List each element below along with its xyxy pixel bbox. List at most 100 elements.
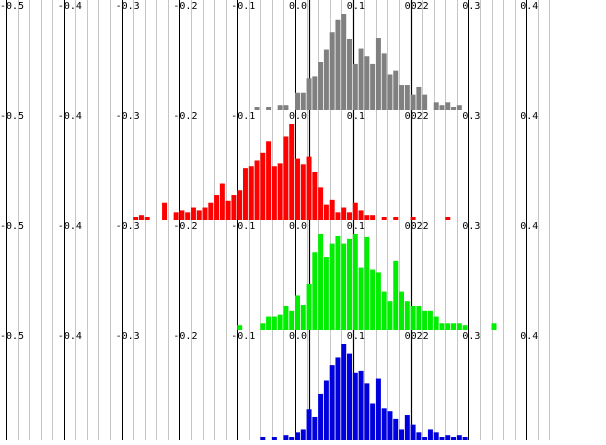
bar: [185, 212, 191, 220]
bar: [404, 415, 410, 440]
bar: [329, 365, 335, 440]
bar: [456, 105, 462, 110]
bar: [214, 195, 220, 220]
tick-label: -0.3: [116, 1, 140, 12]
tick-label: -0.1: [231, 1, 255, 12]
bar: [271, 166, 277, 220]
bar: [341, 207, 347, 220]
tick-label: -0.4: [58, 1, 82, 12]
bar: [260, 437, 266, 440]
bar: [254, 160, 260, 220]
bar: [364, 383, 370, 440]
tick-label: 0022: [405, 221, 429, 232]
bar: [399, 429, 405, 440]
tick-label: -0.5: [0, 111, 24, 122]
bar: [381, 217, 387, 220]
bar: [266, 107, 272, 110]
bar: [306, 78, 312, 110]
bar: [404, 301, 410, 330]
bar: [399, 291, 405, 330]
bar: [416, 432, 422, 440]
bar: [318, 187, 324, 220]
bar: [410, 424, 416, 440]
bar: [202, 207, 208, 220]
tick-label: 0.1: [347, 1, 365, 12]
bar: [341, 344, 347, 440]
bar: [422, 94, 428, 110]
bar: [242, 168, 248, 220]
bar: [410, 306, 416, 330]
bar: [375, 378, 381, 440]
bar: [352, 63, 358, 110]
tick-label: 0.0: [289, 331, 307, 342]
bar: [237, 325, 243, 330]
bar: [451, 107, 457, 110]
bar: [190, 207, 196, 220]
bar: [260, 323, 266, 330]
bar: [445, 217, 451, 220]
bar: [381, 408, 387, 440]
tick-label: 0022: [405, 111, 429, 122]
bar: [300, 92, 306, 110]
bar: [422, 437, 428, 440]
tick-label: 0.3: [462, 331, 480, 342]
bar: [323, 380, 329, 440]
bar: [375, 272, 381, 330]
bar: [306, 283, 312, 330]
bar: [381, 291, 387, 330]
bar: [393, 70, 399, 110]
bar: [289, 124, 295, 220]
bar: [300, 429, 306, 440]
bar: [462, 437, 468, 440]
bar: [133, 217, 139, 220]
tick-label: 0.4: [520, 221, 538, 232]
bar: [231, 195, 237, 220]
bar: [364, 236, 370, 330]
bar: [318, 62, 324, 110]
bar: [266, 316, 272, 330]
bar: [179, 210, 185, 220]
tick-label: 0.3: [462, 221, 480, 232]
tick-label: -0.2: [173, 331, 197, 342]
bar: [300, 164, 306, 220]
bar: [352, 234, 358, 330]
tick-label: 0.1: [347, 331, 365, 342]
tick-label: -0.2: [173, 1, 197, 12]
bar: [289, 437, 295, 440]
bar: [329, 243, 335, 330]
tick-label: 0.0: [289, 221, 307, 232]
bar: [289, 310, 295, 330]
bar: [162, 202, 168, 220]
bar: [295, 158, 300, 220]
bar: [306, 156, 312, 220]
bar: [283, 105, 289, 110]
bar: [456, 435, 462, 440]
bar: [254, 107, 260, 110]
bar: [341, 243, 347, 330]
tick-label: -0.1: [231, 221, 255, 232]
tick-label: -0.3: [116, 221, 140, 232]
bar: [323, 49, 329, 110]
bar: [433, 316, 439, 330]
bar: [248, 166, 254, 220]
bar: [329, 199, 335, 220]
tick-label: 0.0: [289, 1, 307, 12]
tick-label: -0.2: [173, 221, 197, 232]
bar: [306, 409, 312, 440]
tick-label: -0.1: [231, 111, 255, 122]
tick-label: 0.3: [462, 111, 480, 122]
bar: [370, 269, 376, 330]
bar: [375, 38, 381, 110]
bar: [225, 200, 231, 220]
bar: [266, 141, 272, 220]
bar: [364, 215, 370, 220]
bar: [196, 210, 202, 220]
tick-label: -0.4: [58, 331, 82, 342]
tick-label: 0022: [405, 1, 429, 12]
tick-label: -0.5: [0, 331, 24, 342]
bar: [399, 85, 405, 110]
bar: [439, 437, 445, 440]
bar: [358, 370, 364, 440]
